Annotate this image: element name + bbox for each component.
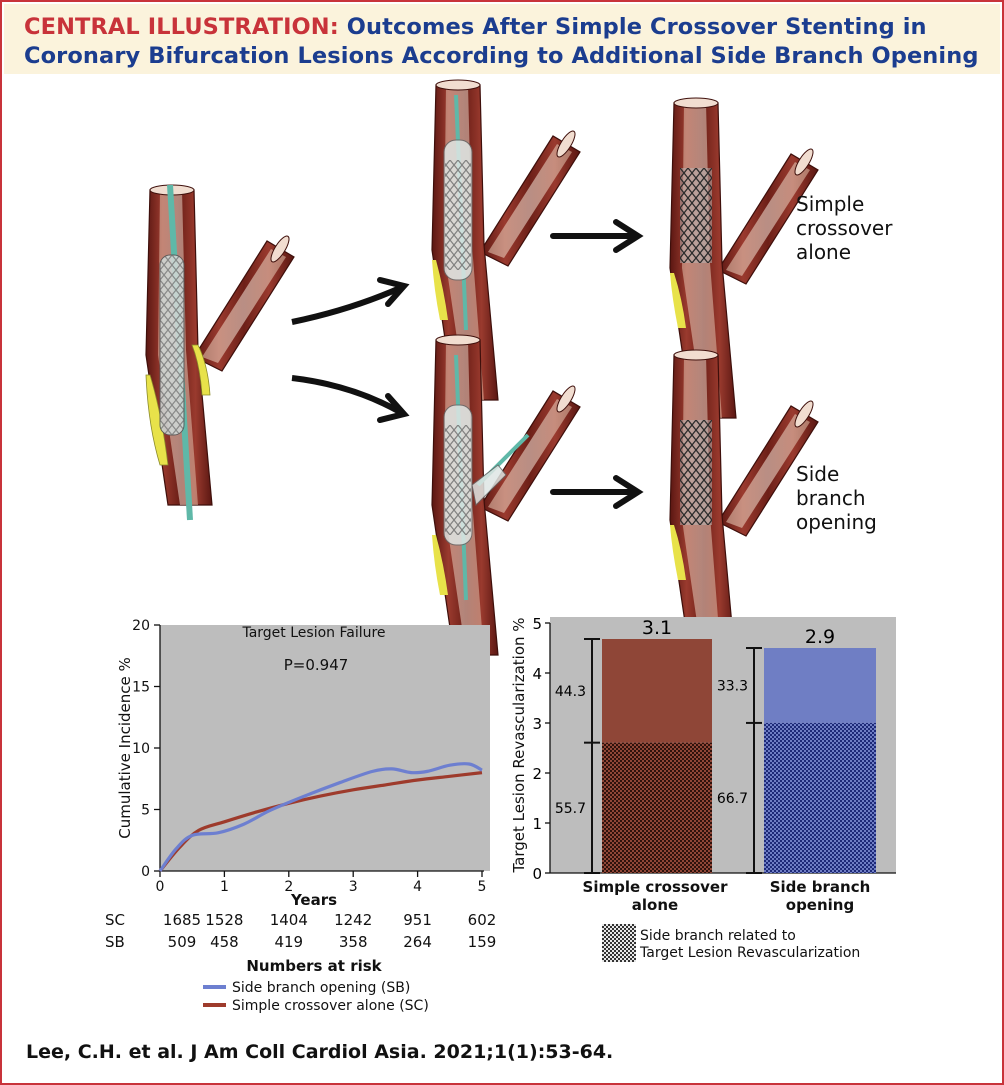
vessel-initial: [145, 184, 295, 521]
bar-label-2-line1: Side branch: [770, 878, 871, 896]
label-line: branch: [796, 486, 866, 510]
y-tick-label: 15: [132, 680, 150, 696]
vessel-side-branch-result: [669, 349, 819, 671]
bar-y-axis-label: Target Lesion Revascularization %: [510, 617, 528, 873]
title-line-1: CENTRAL ILLUSTRATION: Outcomes After Sim…: [24, 14, 927, 40]
bar-label-2-line2: opening: [786, 896, 854, 914]
title-prefix: CENTRAL ILLUSTRATION:: [24, 14, 339, 40]
bars: 44.3 55.7 3.1 33.3 66.7 2.9: [555, 617, 876, 874]
risk-value-sc: 602: [468, 911, 497, 929]
bar-y-tick-label: 4: [532, 665, 542, 683]
risk-value-sc: 1242: [334, 911, 372, 929]
arrow-down-icon: [291, 375, 402, 415]
x-axis-label: Years: [290, 891, 337, 909]
p-value: P=0.947: [284, 656, 349, 674]
label-side-branch-opening: Side branch opening: [796, 462, 877, 534]
axes: [154, 624, 484, 877]
bar-y-tick-label: 1: [532, 815, 542, 833]
risk-value-sc: 1685: [163, 911, 201, 929]
series-line-sc: [158, 771, 483, 873]
bar-y-tick-label: 2: [532, 765, 542, 783]
risk-value-sc: 1528: [205, 911, 243, 929]
citation: Lee, C.H. et al. J Am Coll Cardiol Asia.…: [26, 1041, 614, 1063]
bar-upper-pct: 44.3: [555, 684, 586, 700]
risk-value-sb: 509: [168, 933, 197, 951]
x-tick-label: 0: [156, 879, 165, 895]
bar-total-label: 3.1: [642, 617, 672, 639]
x-tick-label: 1: [220, 879, 229, 895]
series-line-sb: [158, 762, 483, 872]
arrow-right-icon-top: [550, 219, 644, 253]
chart-title: Target Lesion Failure: [241, 625, 385, 641]
y-axis-label: Cumulative Incidence %: [116, 657, 134, 838]
bar-lower-pct: 66.7: [717, 791, 748, 807]
risk-value-sc: 951: [403, 911, 432, 929]
bar-lower-pct: 55.7: [555, 801, 586, 817]
y-tick-label: 20: [132, 618, 150, 634]
vessel-side-branch-deploy: [431, 334, 581, 656]
bar-label-1-line1: Simple crossover: [583, 878, 729, 896]
y-tick-label: 5: [141, 803, 150, 819]
title-text-1: Outcomes After Simple Crossover Stenting…: [346, 14, 927, 40]
bar-total-label: 2.9: [805, 626, 835, 648]
y-tick-label: 0: [141, 864, 150, 880]
bar-y-tick-label: 0: [532, 865, 542, 883]
y-tick-label: 10: [132, 741, 150, 757]
x-tick-label: 5: [478, 879, 487, 895]
risk-title: Numbers at risk: [246, 957, 382, 975]
label-line: crossover: [796, 216, 893, 240]
label-line: Simple: [796, 192, 865, 216]
risk-value-sb: 264: [403, 933, 432, 951]
bar-upper-segment: [764, 648, 876, 723]
x-tick-label: 3: [349, 879, 358, 895]
chart-text: Target Lesion Failure P=0.947 Years Cumu…: [105, 618, 496, 1014]
plot-area: [160, 625, 490, 871]
risk-value-sb: 419: [274, 933, 303, 951]
bar-upper-pct: 33.3: [717, 678, 748, 694]
x-tick-label: 2: [284, 879, 293, 895]
curves: [158, 762, 483, 873]
x-tick-label: 4: [413, 879, 422, 895]
bar-upper-segment: [602, 639, 712, 743]
risk-row-label-sc: SC: [105, 911, 125, 929]
legend-pattern-swatch: [602, 924, 636, 962]
risk-value-sc: 1404: [270, 911, 308, 929]
bar-legend-line2: Target Lesion Revascularization: [639, 945, 860, 961]
label-simple-crossover: Simple crossover alone: [796, 192, 892, 264]
label-line: alone: [796, 240, 852, 264]
bar-y-tick-label: 5: [532, 615, 542, 633]
risk-value-sb: 358: [339, 933, 368, 951]
title-line-2: Coronary Bifurcation Lesions According t…: [24, 43, 979, 69]
risk-value-sb: 159: [468, 933, 497, 951]
legend-label-sc: Simple crossover alone (SC): [232, 998, 429, 1014]
title-banner: CENTRAL ILLUSTRATION: Outcomes After Sim…: [4, 4, 1000, 74]
vessel-crossover-result: [669, 97, 819, 419]
legend-label-sb: Side branch opening (SB): [232, 980, 410, 996]
bar-lower-segment: [764, 722, 876, 873]
bar-chart-text: Target Lesion Revascularization % Simple…: [510, 617, 870, 962]
label-line: Side: [796, 462, 840, 486]
arrow-right-icon-bottom: [550, 475, 644, 509]
risk-row-label-sb: SB: [105, 933, 125, 951]
label-line: opening: [796, 510, 877, 534]
risk-value-sb: 458: [210, 933, 239, 951]
arrow-up-icon: [291, 285, 402, 325]
bar-lower-segment: [602, 742, 712, 873]
bar-y-tick-label: 3: [532, 715, 542, 733]
bar-legend-line1: Side branch related to: [640, 928, 796, 944]
vessel-crossover-deploy: [431, 79, 581, 401]
bar-label-1-line2: alone: [632, 896, 678, 914]
